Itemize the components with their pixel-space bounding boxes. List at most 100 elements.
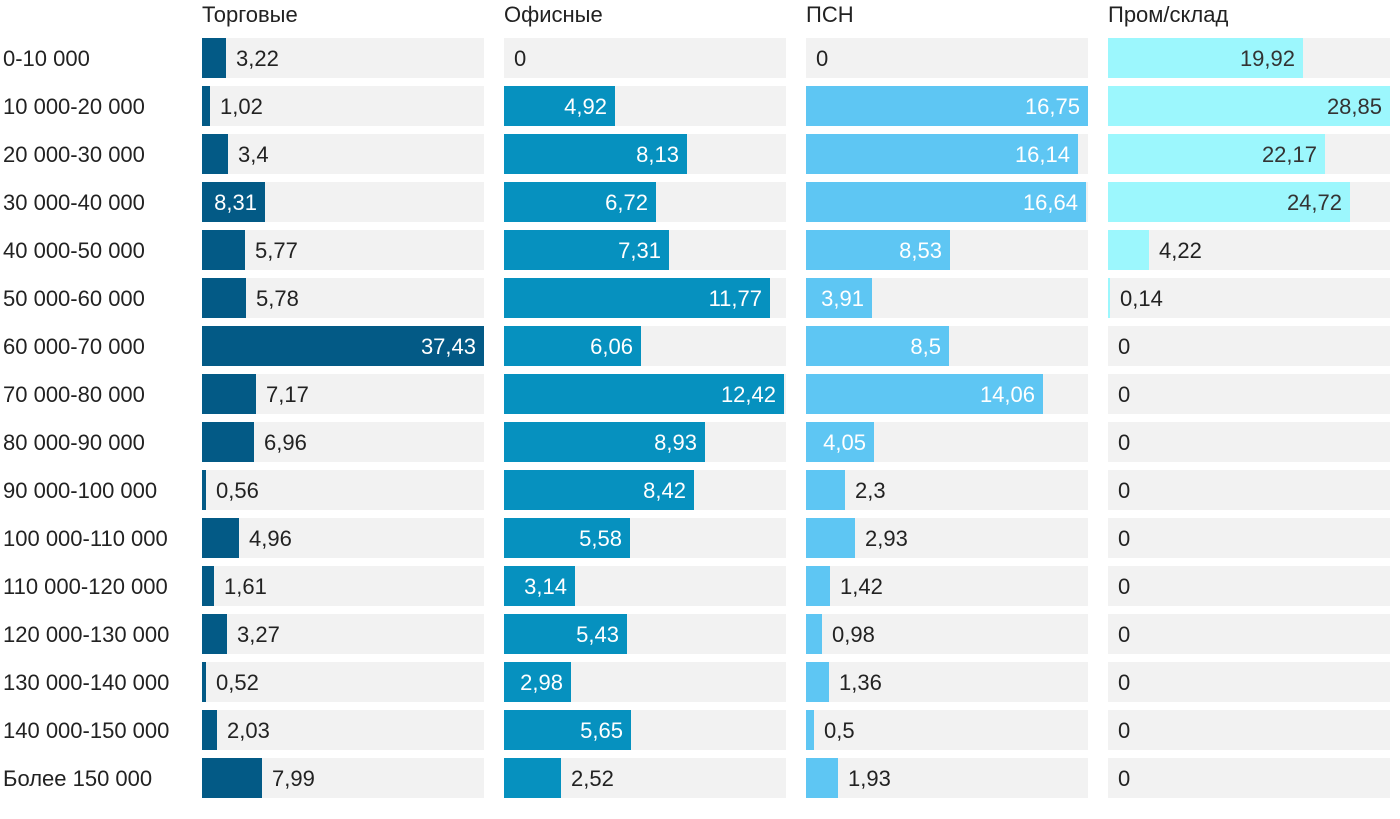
category-label: 10 000-20 000 <box>3 94 145 119</box>
data-label: 28,85 <box>1327 94 1382 119</box>
data-label: 0,52 <box>216 670 259 695</box>
bar <box>504 566 575 606</box>
category-label: 100 000-110 000 <box>3 526 168 551</box>
data-label: 0 <box>1118 478 1130 503</box>
data-label: 2,3 <box>855 478 886 503</box>
bar <box>202 710 217 750</box>
bar <box>806 182 1086 222</box>
data-label: 0,14 <box>1120 286 1163 311</box>
data-label: 16,75 <box>1025 94 1080 119</box>
data-label: 3,14 <box>524 574 567 599</box>
category-label: 110 000-120 000 <box>3 574 168 599</box>
category-label: 80 000-90 000 <box>3 430 145 455</box>
bar <box>202 470 206 510</box>
data-label: 0 <box>1118 622 1130 647</box>
data-label: 3,27 <box>237 622 280 647</box>
data-label: 24,72 <box>1287 190 1342 215</box>
data-label: 16,14 <box>1015 142 1070 167</box>
data-label: 4,22 <box>1159 238 1202 263</box>
data-label: 8,42 <box>643 478 686 503</box>
data-label: 8,53 <box>899 238 942 263</box>
bar-track <box>202 134 484 174</box>
bar <box>806 326 949 366</box>
bar-track <box>202 38 484 78</box>
data-label: 8,31 <box>214 190 257 215</box>
bar <box>202 518 239 558</box>
bar-track <box>504 38 786 78</box>
bar-track <box>806 38 1088 78</box>
data-label: 37,43 <box>421 334 476 359</box>
bar <box>806 758 838 798</box>
data-label: 0,5 <box>824 718 855 743</box>
data-label: 5,78 <box>256 286 299 311</box>
data-label: 16,64 <box>1023 190 1078 215</box>
data-label: 6,06 <box>590 334 633 359</box>
data-label: 3,4 <box>238 142 269 167</box>
data-label: 7,17 <box>266 382 309 407</box>
data-label: 12,42 <box>721 382 776 407</box>
bar <box>504 710 631 750</box>
bar <box>1108 278 1110 318</box>
bar <box>504 326 641 366</box>
data-label: 6,72 <box>605 190 648 215</box>
bar <box>806 566 830 606</box>
data-label: 22,17 <box>1262 142 1317 167</box>
category-label: 120 000-130 000 <box>3 622 169 647</box>
bar <box>504 518 630 558</box>
bar <box>202 86 210 126</box>
data-label: 11,77 <box>709 286 762 311</box>
bar <box>1108 86 1390 126</box>
bar <box>504 662 571 702</box>
bar-track <box>1108 518 1390 558</box>
bar <box>504 182 656 222</box>
category-label: 140 000-150 000 <box>3 718 169 743</box>
bar <box>504 374 784 414</box>
data-label: 14,06 <box>980 382 1035 407</box>
data-label: 4,96 <box>249 526 292 551</box>
data-label: 0 <box>1118 430 1130 455</box>
data-label: 0 <box>1118 718 1130 743</box>
data-label: 2,52 <box>571 766 614 791</box>
bar <box>806 470 845 510</box>
data-label: 0 <box>1118 526 1130 551</box>
data-label: 4,92 <box>564 94 607 119</box>
data-label: 0 <box>514 46 526 71</box>
bar-track <box>806 566 1088 606</box>
bar <box>504 422 705 462</box>
data-label: 2,93 <box>865 526 908 551</box>
bar <box>504 278 770 318</box>
data-label: 3,22 <box>236 46 279 71</box>
data-label: 5,43 <box>576 622 619 647</box>
bar-track <box>1108 374 1390 414</box>
panel-title: Пром/склад <box>1108 2 1228 27</box>
data-label: 1,93 <box>848 766 891 791</box>
bar-track <box>806 710 1088 750</box>
bar-track <box>202 278 484 318</box>
data-label: 5,65 <box>580 718 623 743</box>
data-label: 0 <box>816 46 828 71</box>
data-label: 0 <box>1118 670 1130 695</box>
bar <box>202 38 226 78</box>
bar-track <box>1108 710 1390 750</box>
panel-title: ПСН <box>806 2 854 27</box>
data-label: 8,5 <box>910 334 941 359</box>
data-label: 8,93 <box>654 430 697 455</box>
data-label: 0 <box>1118 382 1130 407</box>
bar <box>202 278 246 318</box>
panel-title: Торговые <box>202 2 298 27</box>
data-label: 0,98 <box>832 622 875 647</box>
bar <box>806 518 855 558</box>
bar-track <box>202 230 484 270</box>
bar-track <box>1108 326 1390 366</box>
bar <box>1108 230 1149 270</box>
bar-track <box>1108 662 1390 702</box>
bar <box>806 710 814 750</box>
category-label: 40 000-50 000 <box>3 238 145 263</box>
category-label: 60 000-70 000 <box>3 334 145 359</box>
data-label: 19,92 <box>1240 46 1295 71</box>
bar-track <box>806 662 1088 702</box>
bar <box>806 662 829 702</box>
category-label: 20 000-30 000 <box>3 142 145 167</box>
data-label: 5,58 <box>579 526 622 551</box>
data-label: 6,96 <box>264 430 307 455</box>
